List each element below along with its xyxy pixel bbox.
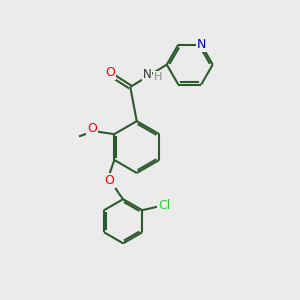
Text: O: O bbox=[87, 122, 97, 135]
Text: O: O bbox=[105, 174, 115, 187]
Text: O: O bbox=[106, 66, 116, 79]
Text: N: N bbox=[196, 38, 206, 51]
Text: Cl: Cl bbox=[158, 199, 170, 212]
Text: H: H bbox=[154, 72, 162, 82]
Text: N: N bbox=[143, 68, 152, 81]
